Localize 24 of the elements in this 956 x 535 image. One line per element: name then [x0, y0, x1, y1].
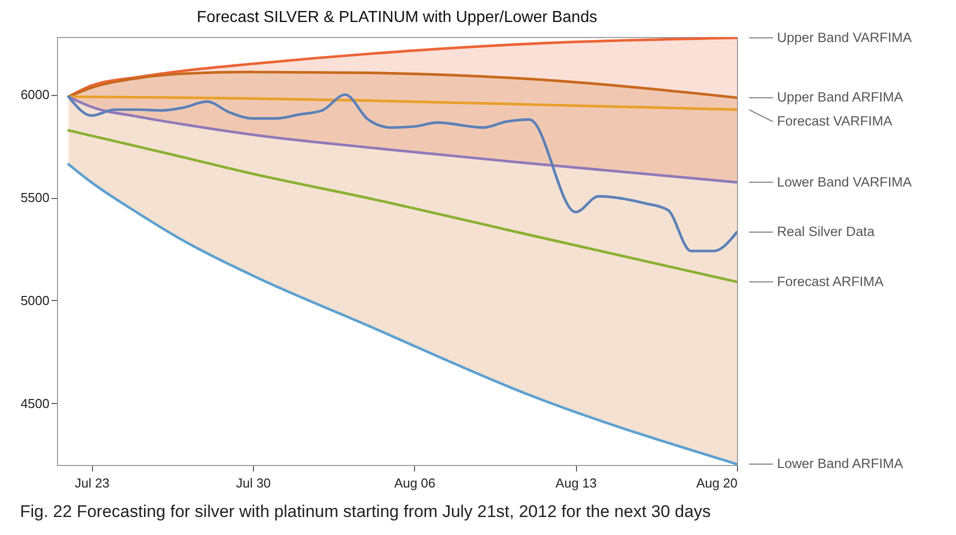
line-series: [67, 93, 737, 252]
x-tick-label: Aug 20: [696, 476, 738, 490]
y-tick-label: 6000: [20, 87, 50, 102]
x-tick-label: Jul 23: [74, 476, 110, 490]
x-tick-label: Aug 13: [556, 476, 597, 490]
text: Forecast VARFIMA: [777, 114, 892, 129]
x-tick-label: Aug 06: [394, 476, 436, 490]
line-series: [67, 70, 737, 99]
text: Real Silver Data: [777, 224, 876, 240]
line-series: [67, 95, 737, 111]
caption: Fig. 22 Forecasting for silver with platinum starting from July 21st, 2012 for the next 30 days: [20, 502, 711, 522]
text: Forecast ARFIMA: [777, 274, 884, 289]
text: Upper Band VARFIMA: [777, 30, 912, 45]
line-series: [67, 163, 737, 465]
text: Upper Band ARFIMA: [777, 90, 904, 105]
y-tick-label: 5500: [20, 190, 50, 205]
line-series: [67, 129, 737, 284]
text: Lower Band ARFIMA: [777, 456, 904, 472]
y-tick-label: 4500: [20, 396, 50, 411]
chart-title: Forecast SILVER & PLATINUM with Upper/Lower Bands: [196, 8, 598, 26]
x-tick-label: Jul 30: [236, 476, 271, 490]
y-tick-label: 5000: [20, 292, 50, 308]
line-series: [67, 95, 737, 184]
text: Lower Band VARFIMA: [777, 174, 912, 190]
